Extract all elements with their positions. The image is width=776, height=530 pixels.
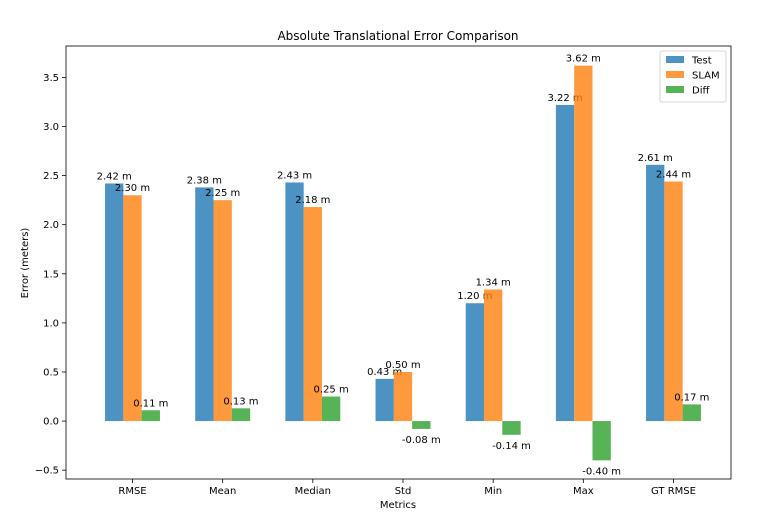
plot-frame: [65, 45, 732, 480]
data-label: 1.20 m: [457, 291, 492, 302]
x-axis-label: Metrics: [380, 500, 416, 511]
data-label: 1.34 m: [476, 278, 511, 289]
legend-label: Diff: [692, 86, 710, 97]
data-label: 2.25 m: [205, 188, 240, 199]
data-label: 2.42 m: [97, 171, 132, 182]
x-tick-label: Median: [295, 486, 331, 497]
x-tick-label: Std: [395, 486, 412, 497]
y-axis-label: Error (meters): [20, 228, 31, 299]
y-tick-label: −0.5: [35, 466, 59, 477]
x-tick-label: Min: [484, 486, 502, 497]
bar-test: [555, 104, 575, 422]
x-tick-label: Mean: [209, 486, 236, 497]
data-label: 0.43 m: [367, 367, 402, 378]
chart-title: Absolute Translational Error Comparison: [277, 29, 518, 43]
data-label: 2.61 m: [638, 153, 673, 164]
legend: Test SLAM Diff: [659, 50, 727, 103]
bar-diff: [321, 396, 341, 422]
x-tick-label: RMSE: [118, 486, 146, 497]
bar-test: [195, 187, 214, 422]
data-label: 3.22 m: [547, 93, 582, 104]
bar-test: [105, 183, 124, 422]
data-label: 2.44 m: [656, 169, 691, 180]
y-tick-label: 3.0: [43, 122, 59, 133]
bar-slam: [393, 371, 413, 422]
data-label: 2.30 m: [115, 183, 150, 194]
legend-label: Test: [691, 56, 712, 67]
bar-slam: [123, 195, 142, 422]
data-label: -0.40 m: [582, 466, 621, 477]
bar-diff: [412, 421, 431, 429]
data-label: 0.17 m: [674, 392, 709, 403]
legend-swatch-test: [666, 56, 684, 63]
y-tick-label: 2.0: [43, 220, 59, 231]
data-label: -0.14 m: [492, 441, 531, 452]
y-tick-label: 2.5: [43, 171, 59, 182]
y-tick-label: 0.5: [43, 367, 59, 378]
legend-swatch-slam: [666, 71, 684, 78]
bar-diff: [231, 408, 251, 422]
bar-diff: [141, 410, 160, 422]
bar-test: [646, 164, 665, 422]
bar-diff: [592, 421, 611, 461]
y-tick-label: 1.0: [43, 318, 59, 329]
x-tick-label: Max: [573, 486, 594, 497]
data-label: 0.25 m: [314, 385, 349, 396]
y-tick-label: 0.0: [43, 417, 59, 428]
data-label: 2.43 m: [277, 170, 312, 181]
legend-swatch-diff: [666, 86, 684, 93]
bar-test: [285, 182, 304, 422]
x-tick-label: GT RMSE: [651, 486, 696, 497]
data-label: 0.11 m: [133, 398, 168, 409]
data-label: -0.08 m: [402, 435, 441, 446]
data-label: 2.38 m: [187, 175, 222, 186]
data-label: 3.62 m: [566, 54, 601, 65]
legend-label: SLAM: [692, 71, 720, 82]
data-label: 0.50 m: [385, 360, 420, 371]
bar-slam: [303, 207, 322, 422]
bar-slam: [664, 181, 683, 422]
data-label: 0.13 m: [223, 396, 258, 407]
bar-diff: [502, 421, 521, 435]
data-label: 2.18 m: [295, 195, 330, 206]
bar-slam: [213, 200, 232, 422]
y-tick-label: 3.5: [43, 73, 59, 84]
bar-test: [465, 303, 485, 422]
bar-slam: [574, 65, 593, 422]
bar-slam: [484, 289, 503, 422]
bar-test: [375, 378, 394, 422]
y-tick-label: 1.5: [43, 269, 59, 280]
bar-diff: [682, 404, 701, 422]
